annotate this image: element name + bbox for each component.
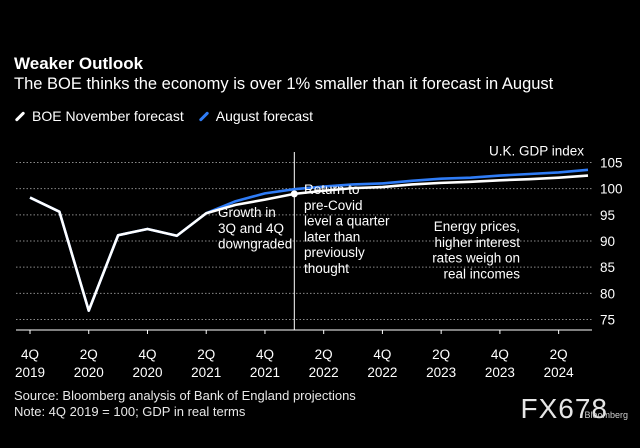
x-tick-label: 2024	[544, 365, 575, 380]
annotation-covid: thought	[304, 261, 349, 276]
series-line-november	[29, 174, 589, 312]
note-text: Note: 4Q 2019 = 100; GDP in real terms	[14, 404, 246, 419]
x-tick-label: 2019	[15, 365, 45, 380]
watermark-sub: Bloomberg	[584, 410, 628, 420]
watermark: FX678	[520, 393, 608, 424]
x-tick-label: 4Q	[373, 347, 391, 362]
x-tick-label: 2020	[74, 365, 104, 380]
marker-point	[290, 190, 298, 198]
x-tick-label: 2Q	[315, 347, 333, 362]
x-tick-label: 2Q	[197, 347, 215, 362]
y-tick-label: 75	[600, 313, 615, 328]
x-tick-label: 2Q	[432, 347, 450, 362]
x-tick-label: 2022	[367, 365, 397, 380]
x-tick-label: 2022	[309, 365, 339, 380]
x-tick-label: 2021	[250, 365, 280, 380]
annotation-covid: Return to	[304, 182, 360, 197]
x-tick-label: 4Q	[256, 347, 274, 362]
x-tick-label: 4Q	[138, 347, 156, 362]
y-axis-title: U.K. GDP index	[489, 143, 584, 158]
annotation-covid: pre-Covid	[304, 198, 363, 213]
annotation-covid: later than	[304, 229, 360, 244]
x-tick-label: 2023	[426, 365, 456, 380]
chart-title: Weaker Outlook	[14, 54, 144, 73]
y-tick-label: 105	[600, 155, 623, 170]
x-tick-label: 2Q	[550, 347, 568, 362]
annotation-energy: higher interest	[434, 235, 520, 250]
y-tick-label: 90	[600, 234, 615, 249]
legend: BOE November forecast August forecast	[14, 108, 327, 124]
legend-item-november: BOE November forecast	[14, 108, 184, 124]
legend-item-august: August forecast	[198, 108, 313, 124]
y-tick-label: 85	[600, 260, 615, 275]
chart-subtitle: The BOE thinks the economy is over 1% sm…	[14, 75, 554, 93]
annotation-covid: previously	[304, 245, 365, 260]
x-tick-label: 2021	[191, 365, 221, 380]
annotation-covid: level a quarter	[304, 214, 390, 229]
x-tick-label: 2Q	[80, 347, 98, 362]
annotation-energy: real incomes	[443, 266, 520, 281]
source-note: Source: Bloomberg analysis of Bank of En…	[14, 388, 356, 420]
x-tick-label: 4Q	[21, 347, 39, 362]
annotation-growth: 3Q and 4Q	[218, 221, 284, 236]
legend-label-august: August forecast	[215, 108, 314, 124]
x-tick-label: 2020	[132, 365, 162, 380]
annotation-energy: rates weigh on	[432, 251, 520, 266]
y-tick-label: 100	[600, 182, 623, 197]
legend-label-november: BOE November forecast	[32, 108, 184, 124]
annotation-energy: Energy prices,	[434, 219, 520, 234]
x-tick-label: 2023	[485, 365, 515, 380]
source-text: Source: Bloomberg analysis of Bank of En…	[14, 388, 356, 403]
y-tick-label: 95	[600, 208, 615, 223]
annotation-growth: downgraded	[218, 237, 292, 252]
x-tick-label: 4Q	[491, 347, 509, 362]
annotation-growth: Growth in	[218, 205, 276, 220]
y-tick-label: 80	[600, 286, 615, 301]
